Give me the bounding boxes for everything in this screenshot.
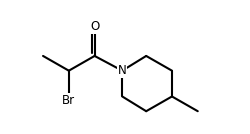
Text: Br: Br bbox=[62, 94, 76, 107]
Text: O: O bbox=[90, 20, 99, 33]
Text: N: N bbox=[118, 64, 126, 77]
